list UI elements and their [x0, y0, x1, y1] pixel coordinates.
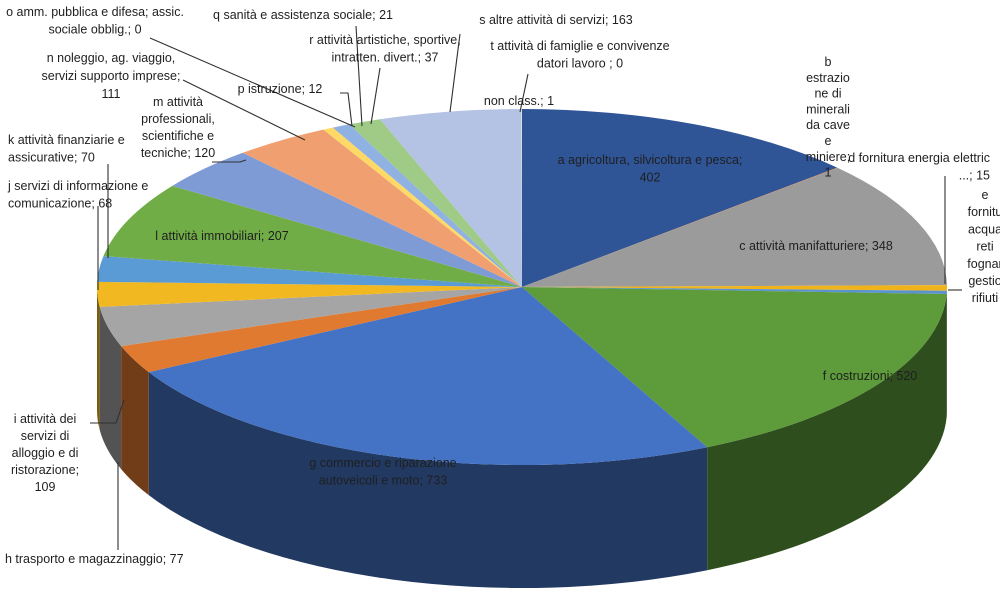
label-a: a agricoltura, silvicoltura e pesca; 402: [558, 153, 743, 185]
slice-g: [148, 287, 708, 465]
slice-b: [522, 167, 838, 287]
leader-line-q: [355, 25, 363, 127]
slice-f: [522, 287, 947, 448]
slice-n: [242, 129, 522, 287]
pie-slices: [97, 109, 947, 465]
leader-line-t: [519, 73, 529, 113]
label-d: d fornitura energia elettric...; 15: [848, 151, 990, 183]
slice-s: [379, 109, 522, 287]
slice-i: [99, 287, 523, 347]
slice-q: [332, 124, 522, 288]
label-r: r attività artistiche, sportive, intratte…: [309, 33, 460, 65]
slice-p: [323, 127, 522, 288]
leader-line-n: [182, 79, 306, 141]
data-labels: a agricoltura, silvicoltura e pesca; 402 b…: [5, 5, 1000, 566]
label-o: o amm. pubblica e difesa; assic. sociale …: [6, 5, 184, 37]
slice-side-j: [97, 287, 100, 430]
leader-line-r: [370, 67, 381, 125]
leader-line-p: [340, 92, 353, 127]
label-g: g commercio e riparazione autoveicoli e m…: [309, 456, 456, 488]
slice-l: [103, 185, 523, 287]
leader-line-m: [212, 159, 247, 163]
label-f: f costruzioni; 520: [823, 369, 918, 383]
slice-side-i: [99, 306, 122, 470]
label-q: q sanità e assistenza sociale; 21: [213, 8, 393, 22]
label-s: s altre attività di servizi; 163: [479, 13, 633, 27]
label-l: l attività immobiliari; 207: [155, 229, 288, 243]
slice-d: [522, 285, 947, 291]
label-b: b estrazio ne di minerali da cave e miniere; 1: [806, 55, 850, 180]
label-h: h trasporto e magazzinaggio; 77: [5, 552, 184, 566]
pie-sides: [97, 287, 947, 589]
label-k: k attività finanziarie e assicurative; 70: [8, 133, 125, 165]
label-n: n noleggio, ag. viaggio, servizi supporto…: [42, 51, 181, 101]
slice-a: [522, 109, 838, 287]
label-c: c attività manifatturiere; 348: [739, 239, 893, 253]
slice-side-f: [707, 294, 947, 571]
leader-lines: [90, 25, 962, 550]
label-m: m attività professionali, scientifiche e te…: [141, 95, 215, 160]
slice-k: [97, 256, 522, 287]
label-t: t attività di famiglie e convivenze dator…: [490, 39, 669, 71]
slice-h: [121, 287, 523, 373]
label-u: non class.; 1: [484, 94, 554, 108]
slice-u: [521, 109, 522, 287]
slice-e: [522, 287, 947, 295]
label-e: e fornitu acqua reti fognar gestio rifiuti: [967, 188, 1000, 305]
label-j: j servizi di informazione e comunicazione…: [7, 179, 148, 211]
slice-m: [172, 152, 522, 287]
slice-side-h: [121, 346, 149, 496]
slice-j: [97, 281, 522, 307]
label-i: i attività dei servizi di alloggio e di ris…: [11, 412, 79, 494]
slice-side-g: [148, 372, 708, 589]
slice-c: [522, 167, 947, 287]
label-p: p istruzione; 12: [238, 82, 323, 96]
leader-line-s: [449, 33, 461, 113]
leader-line-o: [149, 37, 356, 128]
leader-line-i: [90, 399, 125, 424]
slice-r: [349, 119, 522, 287]
